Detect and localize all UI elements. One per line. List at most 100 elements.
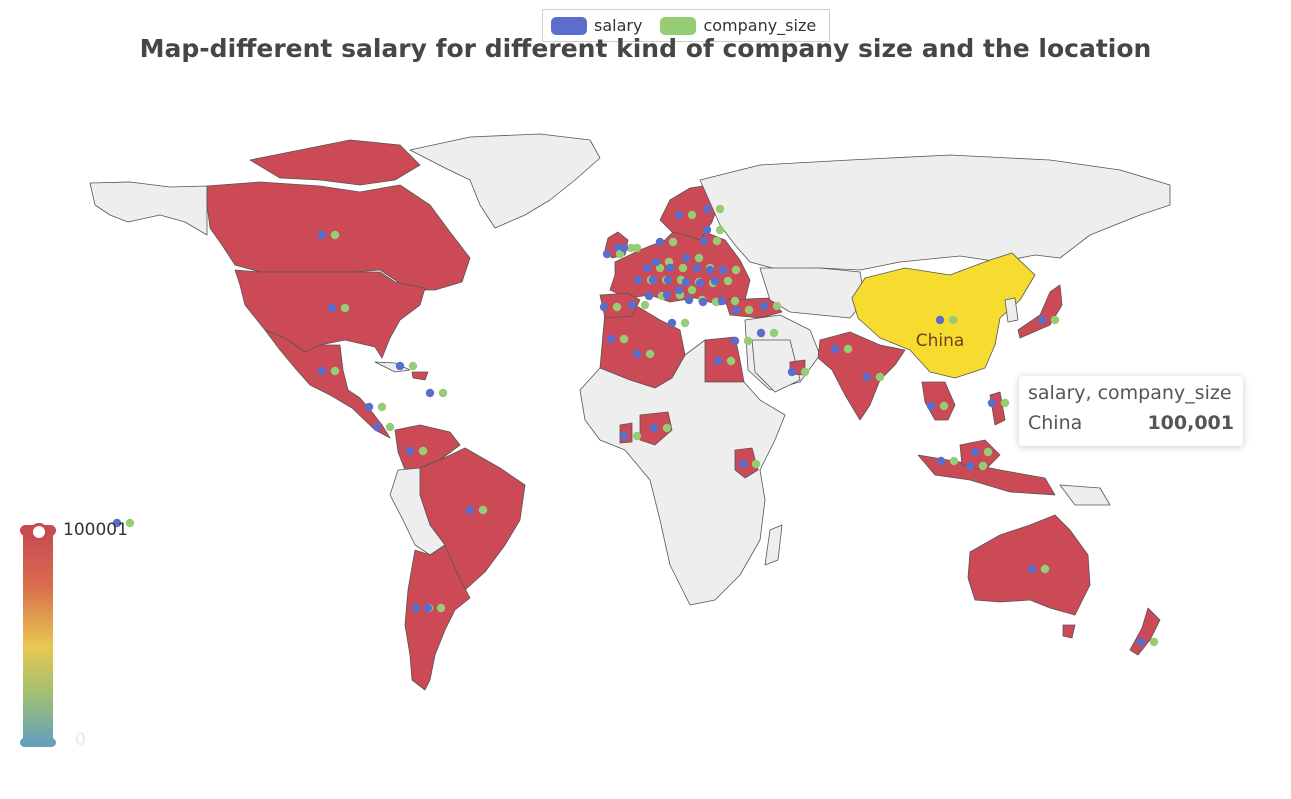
salary-point[interactable] xyxy=(1037,315,1047,325)
salary-point[interactable] xyxy=(926,401,936,411)
company-size-point[interactable] xyxy=(1000,398,1010,408)
region-cuba[interactable] xyxy=(374,361,411,373)
region-philippines[interactable] xyxy=(989,391,1006,426)
salary-point[interactable] xyxy=(599,302,609,312)
company-size-point[interactable] xyxy=(655,263,665,273)
salary-point[interactable] xyxy=(965,461,975,471)
region-saudi[interactable] xyxy=(751,339,801,393)
salary-point[interactable] xyxy=(395,361,405,371)
salary-point[interactable] xyxy=(665,263,675,273)
region-madagascar[interactable] xyxy=(764,524,783,566)
salary-point[interactable] xyxy=(667,318,677,328)
salary-point[interactable] xyxy=(649,423,659,433)
company-size-point[interactable] xyxy=(687,285,697,295)
company-size-point[interactable] xyxy=(330,230,340,240)
company-size-point[interactable] xyxy=(731,265,741,275)
salary-point[interactable] xyxy=(674,210,684,220)
company-size-point[interactable] xyxy=(619,334,629,344)
salary-point[interactable] xyxy=(731,305,741,315)
salary-point[interactable] xyxy=(372,422,382,432)
region-japan[interactable] xyxy=(1017,284,1063,339)
salary-point[interactable] xyxy=(862,372,872,382)
region-tasmania[interactable] xyxy=(1062,624,1076,639)
salary-point[interactable] xyxy=(405,446,415,456)
salary-point[interactable] xyxy=(713,356,723,366)
region-hispaniola[interactable] xyxy=(411,371,429,381)
salary-point[interactable] xyxy=(759,301,769,311)
salary-point[interactable] xyxy=(681,253,691,263)
salary-point[interactable] xyxy=(1136,637,1146,647)
region-new-zealand[interactable] xyxy=(1129,607,1161,656)
region-se-asia[interactable] xyxy=(921,381,956,421)
salary-point[interactable] xyxy=(327,303,337,313)
salary-point[interactable] xyxy=(987,398,997,408)
company-size-point[interactable] xyxy=(678,263,688,273)
company-size-point[interactable] xyxy=(680,318,690,328)
salary-point[interactable] xyxy=(465,505,475,515)
company-size-point[interactable] xyxy=(1149,637,1159,647)
company-size-point[interactable] xyxy=(662,423,672,433)
company-size-point[interactable] xyxy=(125,518,135,528)
salary-point[interactable] xyxy=(602,249,612,259)
company-size-point[interactable] xyxy=(687,210,697,220)
region-papua[interactable] xyxy=(1059,484,1111,506)
region-alaska[interactable] xyxy=(89,181,208,236)
salary-point[interactable] xyxy=(718,265,728,275)
company-size-point[interactable] xyxy=(769,328,779,338)
salary-point[interactable] xyxy=(317,366,327,376)
region-mexico[interactable] xyxy=(264,329,391,439)
region-africa[interactable] xyxy=(579,339,786,606)
visual-map-gradient[interactable] xyxy=(23,530,53,742)
company-size-point[interactable] xyxy=(726,356,736,366)
company-size-point[interactable] xyxy=(800,367,810,377)
salary-point[interactable] xyxy=(663,275,673,285)
salary-point[interactable] xyxy=(619,431,629,441)
company-size-point[interactable] xyxy=(723,276,733,286)
company-size-point[interactable] xyxy=(694,253,704,263)
region-australia[interactable] xyxy=(967,514,1091,616)
company-size-point[interactable] xyxy=(385,422,395,432)
company-size-point[interactable] xyxy=(645,349,655,359)
region-china[interactable] xyxy=(851,252,1036,379)
company-size-point[interactable] xyxy=(418,446,428,456)
salary-point[interactable] xyxy=(692,263,702,273)
salary-point[interactable] xyxy=(695,278,705,288)
legend-item-company-size[interactable]: company_size xyxy=(660,16,816,35)
company-size-point[interactable] xyxy=(438,388,448,398)
visual-map-knob[interactable] xyxy=(30,523,48,541)
salary-point[interactable] xyxy=(317,230,327,240)
salary-point[interactable] xyxy=(730,336,740,346)
company-size-point[interactable] xyxy=(949,456,959,466)
salary-point[interactable] xyxy=(627,300,637,310)
salary-point[interactable] xyxy=(681,277,691,287)
salary-point[interactable] xyxy=(655,237,665,247)
salary-point[interactable] xyxy=(606,334,616,344)
region-argentina-chile[interactable] xyxy=(404,544,471,691)
salary-point[interactable] xyxy=(756,328,766,338)
company-size-point[interactable] xyxy=(626,243,636,253)
company-size-point[interactable] xyxy=(612,302,622,312)
salary-point[interactable] xyxy=(738,459,748,469)
region-arctic-islands[interactable] xyxy=(249,139,421,186)
salary-point[interactable] xyxy=(364,402,374,412)
region-turkey[interactable] xyxy=(724,297,783,319)
salary-point[interactable] xyxy=(632,349,642,359)
company-size-point[interactable] xyxy=(640,300,650,310)
company-size-point[interactable] xyxy=(843,344,853,354)
company-size-point[interactable] xyxy=(875,372,885,382)
company-size-point[interactable] xyxy=(408,361,418,371)
company-size-point[interactable] xyxy=(330,366,340,376)
visual-map-bottom-handle[interactable] xyxy=(20,738,56,747)
salary-point[interactable] xyxy=(642,263,652,273)
region-korea[interactable] xyxy=(1004,297,1019,323)
company-size-point[interactable] xyxy=(715,225,725,235)
salary-point[interactable] xyxy=(425,388,435,398)
company-size-point[interactable] xyxy=(436,603,446,613)
salary-point[interactable] xyxy=(787,367,797,377)
company-size-point[interactable] xyxy=(715,204,725,214)
salary-point[interactable] xyxy=(702,204,712,214)
company-size-point[interactable] xyxy=(1050,315,1060,325)
salary-point[interactable] xyxy=(717,296,727,306)
legend-item-salary[interactable]: salary xyxy=(551,16,642,35)
salary-point[interactable] xyxy=(936,456,946,466)
